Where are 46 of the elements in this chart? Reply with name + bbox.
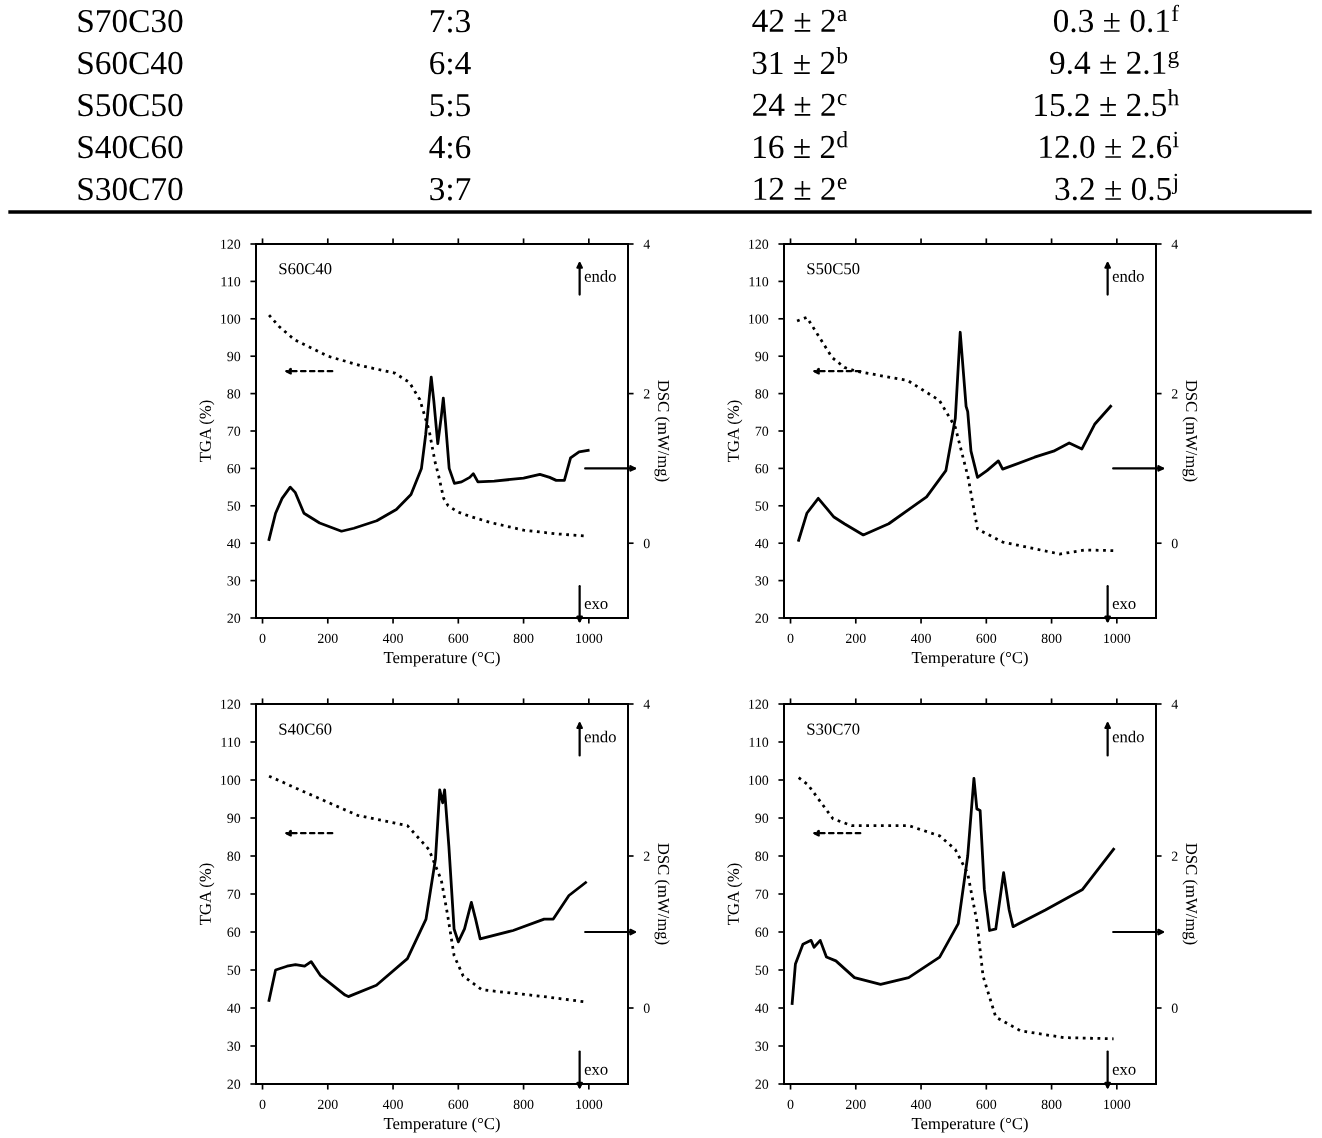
text: 6:4 bbox=[430, 51, 471, 75]
text: S60C40 bbox=[78, 51, 183, 75]
text: S40C60 bbox=[279, 723, 332, 735]
x-axis-title: Temperature (°C) bbox=[911, 651, 1028, 667]
text: 3:7 bbox=[430, 177, 471, 201]
y2-axis-title: DSC (mW/mg) bbox=[1182, 843, 1198, 945]
line-series bbox=[267, 313, 590, 538]
annotation: endo bbox=[584, 270, 616, 282]
line-series bbox=[797, 776, 1115, 1041]
text: 12 ± 2$^{e}$ bbox=[754, 177, 847, 200]
text: 9.4 ± 2.1$^{g}$ bbox=[1050, 51, 1179, 75]
text: 31 ± 2$^{b}$ bbox=[752, 47, 848, 75]
y-axis-title: TGA (%) bbox=[199, 863, 215, 925]
annotation: endo bbox=[584, 730, 616, 743]
text: S50C50 bbox=[78, 93, 183, 117]
y-axis-title: TGA (%) bbox=[199, 400, 215, 462]
text: 42 ± 2$^{a}$ bbox=[752, 9, 847, 32]
text: 4:6 bbox=[429, 135, 471, 159]
text: S50C50 bbox=[807, 263, 860, 275]
text: S70C30 bbox=[78, 9, 183, 33]
annotation: exo bbox=[584, 601, 608, 610]
text: 12.0 ± 2.6$^{i}$ bbox=[1040, 131, 1179, 159]
y-axis-title: TGA (%) bbox=[727, 400, 743, 462]
y-axis-title: TGA (%) bbox=[727, 863, 743, 925]
annotation: exo bbox=[1112, 1066, 1136, 1075]
text: 5:5 bbox=[430, 94, 470, 117]
text: 3.2 ± 0.5$^{j}$ bbox=[1055, 173, 1178, 201]
x-axis-title: Temperature (°C) bbox=[383, 1117, 500, 1133]
text: S30C70 bbox=[78, 177, 183, 201]
annotation: exo bbox=[584, 1066, 608, 1075]
x-axis-title: Temperature (°C) bbox=[383, 651, 500, 667]
text: 0.3 ± 0.1$^{f}$ bbox=[1053, 4, 1179, 33]
text: 24 ± 2$^{c}$ bbox=[753, 93, 847, 116]
y2-axis-title: DSC (mW/mg) bbox=[1182, 380, 1198, 482]
text: 16 ± 2$^{d}$ bbox=[754, 131, 848, 159]
text: S40C60 bbox=[78, 135, 183, 159]
y2-axis-title: DSC (mW/mg) bbox=[654, 380, 670, 482]
text: 7:3 bbox=[430, 9, 470, 33]
annotation: endo bbox=[1112, 730, 1144, 743]
annotation: endo bbox=[1112, 270, 1144, 282]
text: S60C40 bbox=[279, 263, 332, 275]
text: 15.2 ± 2.5$^{h}$ bbox=[1035, 89, 1179, 117]
text: S30C70 bbox=[807, 723, 860, 735]
x-axis-title: Temperature (°C) bbox=[911, 1117, 1028, 1133]
y2-axis-title: DSC (mW/mg) bbox=[654, 843, 670, 945]
annotation: exo bbox=[1112, 601, 1136, 610]
